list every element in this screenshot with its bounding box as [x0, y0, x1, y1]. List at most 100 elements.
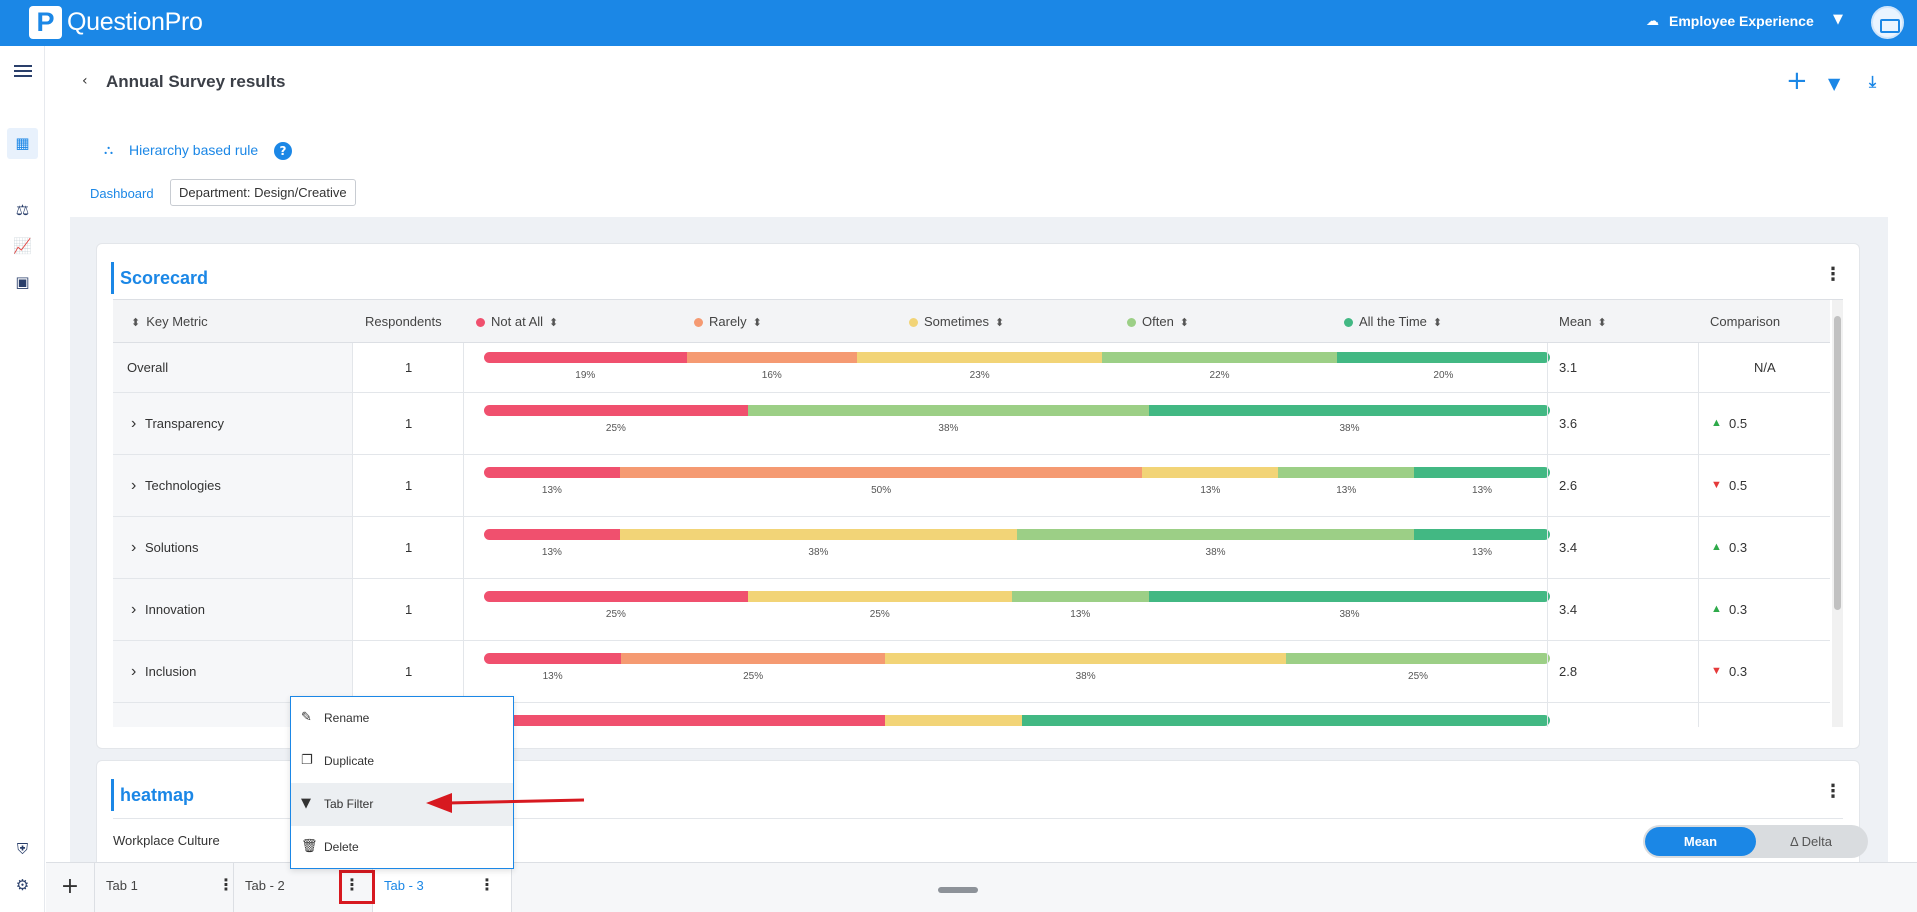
distribution-bar[interactable] [484, 653, 1550, 664]
distribution-bar[interactable] [484, 352, 1550, 363]
expand-chevron-icon[interactable]: › [131, 663, 137, 680]
tab-label: Tab - 2 [245, 878, 285, 893]
expand-chevron-icon[interactable]: › [131, 601, 137, 618]
bar-segment-sometimes[interactable] [747, 591, 1012, 602]
report-icon[interactable]: ▣ [15, 273, 30, 291]
row-name: Solutions [145, 540, 199, 555]
distribution-bar[interactable] [484, 591, 1550, 602]
bar-segment-sometimes[interactable] [857, 352, 1103, 363]
menu-item-duplicate[interactable]: ❐ Duplicate [291, 740, 513, 783]
distribution-bar[interactable] [484, 405, 1550, 416]
avatar[interactable] [1871, 6, 1904, 39]
column-divider [1547, 517, 1548, 578]
scale-icon[interactable]: ⚖ [15, 201, 30, 219]
dashboard-icon[interactable]: ▦ [7, 128, 38, 159]
menu-item-tab-filter[interactable]: ▼ Tab Filter [291, 783, 513, 826]
chart-line-icon[interactable]: 📈 [13, 237, 32, 255]
shield-user-icon[interactable]: ⛨ [16, 840, 29, 858]
hamburger-menu-icon[interactable] [12, 62, 33, 83]
bar-segment-all-the-time[interactable] [1414, 467, 1550, 478]
chevron-down-icon[interactable]: ▼ [1833, 12, 1843, 27]
bar-segment-often[interactable] [1102, 352, 1337, 363]
table-row[interactable]: › Inclusion 1 13% 25% 38% 25% 2.8 ▼ 0.3 [113, 641, 1830, 703]
header-key-metric[interactable]: ⬍ Key Metric [131, 314, 208, 329]
breadcrumb-dashboard[interactable]: Dashboard [90, 186, 154, 201]
bar-segment-often[interactable] [1016, 529, 1415, 540]
bar-segment-rarely[interactable] [621, 653, 886, 664]
table-scrollbar[interactable] [1832, 300, 1843, 727]
expand-chevron-icon[interactable]: › [131, 477, 137, 494]
download-icon[interactable]: ⤓ [1869, 72, 1877, 91]
bar-segment-not-at-all[interactable] [484, 529, 620, 540]
department-filter-chip[interactable]: Department: Design/Creative [170, 179, 356, 206]
questionpro-logo[interactable]: P [29, 6, 62, 39]
filter-icon[interactable]: ▼ [1828, 74, 1841, 93]
bar-segment-rarely[interactable] [619, 467, 1143, 478]
tab-1[interactable]: Tab 1 ⋮ [95, 863, 234, 912]
bar-segment-not-at-all[interactable] [484, 405, 748, 416]
add-tab-button[interactable]: + [46, 863, 95, 912]
percent-label: 38% [938, 423, 959, 434]
toggle-delta[interactable]: Δ Delta [1790, 834, 1832, 849]
bar-segment-not-at-all[interactable] [484, 715, 886, 726]
distribution-bar[interactable] [484, 467, 1550, 478]
mean-delta-toggle[interactable]: Mean Δ Delta [1643, 825, 1868, 858]
bar-segment-sometimes[interactable] [1142, 467, 1279, 478]
header-mean[interactable]: Mean ⬍ [1559, 314, 1607, 329]
product-switcher[interactable]: Employee Experience [1669, 13, 1814, 29]
expand-chevron-icon[interactable]: › [131, 415, 137, 432]
menu-item-rename[interactable]: ✎ Rename [291, 697, 513, 740]
expand-chevron-icon[interactable]: › [131, 539, 137, 556]
bar-segment-all-the-time[interactable] [1336, 352, 1550, 363]
column-divider [1698, 703, 1699, 727]
table-row[interactable]: › Transparency 1 25% 38% 38% 3.6 ▲ 0.5 [113, 393, 1830, 455]
respondents-cell [353, 579, 464, 640]
distribution-bar[interactable] [484, 715, 1550, 726]
tab-2[interactable]: Tab - 2 ⋮ [234, 863, 373, 912]
bar-segment-not-at-all[interactable] [484, 591, 748, 602]
percent-label: 13% [542, 671, 563, 682]
bar-segment-not-at-all[interactable] [484, 352, 687, 363]
tab-options-icon[interactable]: ⋮ [479, 875, 495, 894]
bar-segment-often[interactable] [1011, 591, 1149, 602]
hierarchy-rule-link[interactable]: Hierarchy based rule [129, 142, 259, 158]
bar-segment-not-at-all[interactable] [484, 653, 622, 664]
bar-segment-sometimes[interactable] [885, 653, 1287, 664]
bar-segment-often[interactable] [1286, 653, 1550, 664]
table-row[interactable]: › Innovation 1 25% 25% 13% 38% 3.4 ▲ 0.3 [113, 579, 1830, 641]
bar-segment-all-the-time[interactable] [1022, 715, 1550, 726]
drag-handle[interactable] [938, 887, 978, 893]
key-metric-cell [113, 579, 353, 640]
tab-3[interactable]: Tab - 3 ⋮ [373, 863, 512, 912]
bar-segment-often[interactable] [1278, 467, 1415, 478]
heatmap-more-icon[interactable]: ⋮ [1824, 781, 1842, 802]
add-icon[interactable]: + [1786, 66, 1808, 96]
table-row[interactable]: › Technologies 1 13% 50% 13% 13% 13% 2.6 ▼ 0.5 [113, 455, 1830, 517]
bar-segment-sometimes[interactable] [619, 529, 1017, 540]
tab-options-icon[interactable]: ⋮ [218, 875, 234, 894]
percent-label: 38% [808, 547, 829, 558]
table-row[interactable]: › Solutions 1 13% 38% 38% 13% 3.4 ▲ 0.3 [113, 517, 1830, 579]
bar-segment-all-the-time[interactable] [1414, 529, 1550, 540]
help-icon[interactable]: ? [274, 142, 292, 160]
header-not-at-all[interactable]: Not at All ⬍ [476, 300, 558, 343]
header-sometimes[interactable]: Sometimes ⬍ [909, 300, 1004, 343]
percent-label: 38% [1339, 609, 1360, 620]
gear-icon[interactable]: ⚙ [15, 876, 30, 894]
distribution-bar[interactable] [484, 529, 1550, 540]
bar-segment-sometimes[interactable] [885, 715, 1023, 726]
bar-segment-often[interactable] [747, 405, 1149, 416]
header-all-the-time[interactable]: All the Time ⬍ [1344, 300, 1442, 343]
bar-segment-not-at-all[interactable] [484, 467, 620, 478]
header-often[interactable]: Often ⬍ [1127, 300, 1189, 343]
bar-segment-all-the-time[interactable] [1148, 591, 1550, 602]
tab-options-icon[interactable]: ⋮ [344, 875, 360, 894]
bar-segment-rarely[interactable] [686, 352, 858, 363]
scorecard-more-icon[interactable]: ⋮ [1824, 264, 1842, 285]
scrollbar-thumb[interactable] [1834, 316, 1841, 610]
back-chevron-icon[interactable]: ‹ [82, 73, 88, 89]
header-rarely[interactable]: Rarely ⬍ [694, 300, 762, 343]
bar-segment-all-the-time[interactable] [1148, 405, 1550, 416]
menu-item-delete[interactable]: 🗑 Delete [291, 826, 513, 869]
toggle-mean[interactable]: Mean [1645, 827, 1756, 856]
